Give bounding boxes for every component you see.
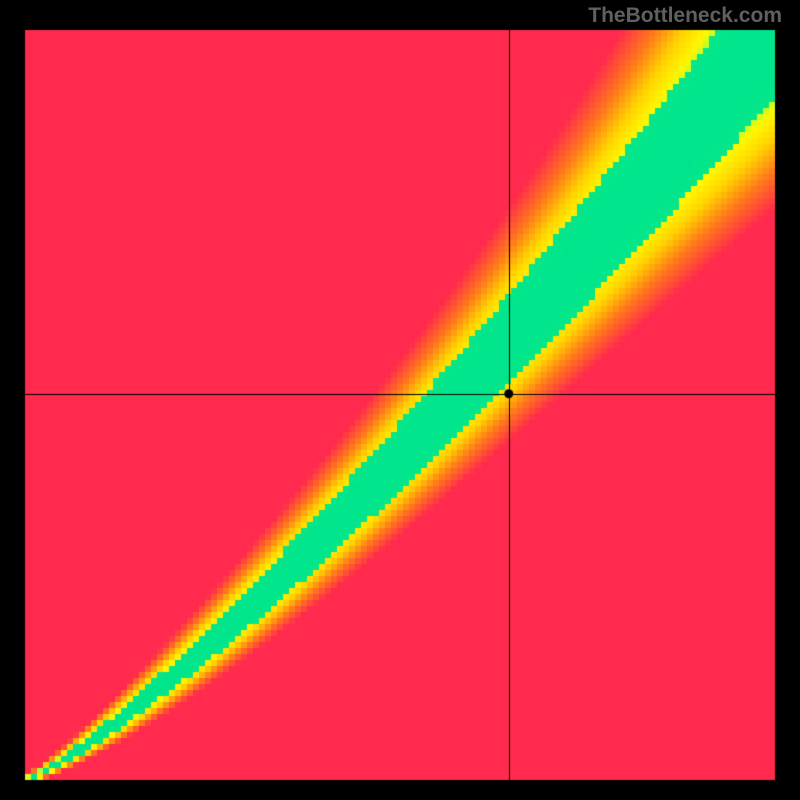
bottleneck-heatmap xyxy=(0,0,800,800)
watermark-text: TheBottleneck.com xyxy=(588,4,782,28)
chart-container: TheBottleneck.com xyxy=(0,0,800,800)
